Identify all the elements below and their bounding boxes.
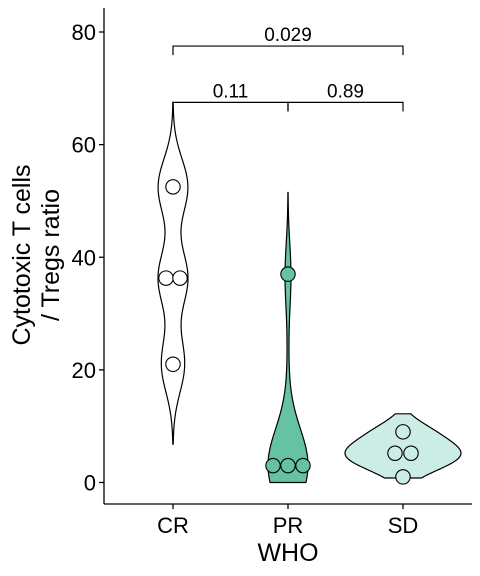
data-point-cr — [166, 180, 180, 194]
data-point-cr — [159, 271, 173, 285]
data-point-sd — [396, 425, 410, 439]
x-tick-label: PR — [273, 513, 304, 538]
data-point-sd — [404, 446, 418, 460]
x-tick-label: SD — [388, 513, 419, 538]
y-axis-title-line-1: Cytotoxic T cells — [8, 164, 36, 345]
comparison-brackets: 0.11 0.89 0.029 — [173, 25, 403, 111]
data-point-cr — [166, 357, 180, 371]
x-axis-title: WHO — [257, 539, 318, 567]
y-tick-label: 80 — [72, 20, 96, 45]
data-point-sd — [396, 470, 410, 484]
p-value-label: 0.11 — [213, 81, 249, 102]
violin-layer — [158, 102, 461, 482]
comparison-bracket — [173, 46, 403, 55]
p-value-label: 0.029 — [264, 25, 312, 46]
y-tick-label: 40 — [72, 245, 96, 270]
y-tick-label: 20 — [72, 358, 96, 383]
y-tick-label: 60 — [72, 133, 96, 158]
data-point-pr — [266, 458, 280, 472]
x-tick-label: CR — [157, 513, 189, 538]
violin-pr — [268, 192, 308, 482]
y-axis-title-line-2: / Tregs ratio — [37, 189, 65, 321]
data-point-pr — [281, 458, 295, 472]
data-point-pr — [296, 458, 310, 472]
data-point-pr — [281, 267, 295, 281]
data-point-cr — [173, 271, 187, 285]
violin-sd — [345, 414, 461, 478]
y-tick-label: 0 — [84, 471, 96, 496]
data-point-sd — [388, 446, 402, 460]
comparison-bracket — [288, 102, 403, 111]
comparison-bracket — [173, 102, 288, 111]
p-value-label: 0.89 — [327, 81, 364, 102]
